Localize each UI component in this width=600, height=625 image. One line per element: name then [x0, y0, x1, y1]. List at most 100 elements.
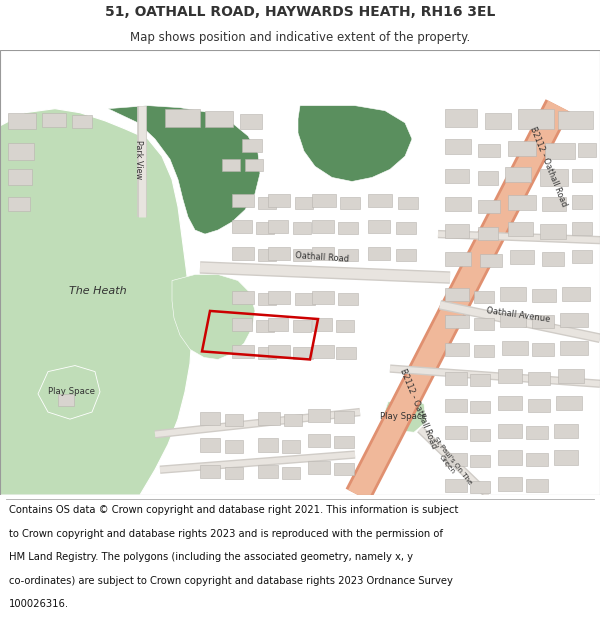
Bar	[445, 426, 467, 439]
Bar	[232, 346, 254, 359]
Bar	[445, 343, 469, 356]
Bar	[293, 222, 311, 234]
Text: Map shows position and indicative extent of the property.: Map shows position and indicative extent…	[130, 31, 470, 44]
Text: 100026316.: 100026316.	[9, 599, 69, 609]
Bar	[478, 144, 500, 158]
Text: Oathall Road: Oathall Road	[295, 251, 349, 264]
Bar	[295, 292, 315, 305]
Bar	[256, 320, 274, 332]
Bar	[474, 346, 494, 358]
Text: to Crown copyright and database rights 2023 and is reproduced with the permissio: to Crown copyright and database rights 2…	[9, 529, 443, 539]
Bar	[498, 369, 522, 382]
Bar	[445, 372, 467, 385]
Bar	[445, 399, 467, 412]
Bar	[498, 424, 522, 438]
Bar	[445, 169, 469, 184]
Polygon shape	[0, 109, 192, 495]
Bar	[258, 348, 276, 359]
Bar	[232, 220, 252, 233]
Bar	[225, 467, 243, 479]
Bar	[470, 481, 490, 493]
Bar	[368, 194, 392, 207]
Bar	[526, 479, 548, 492]
Bar	[334, 436, 354, 449]
Bar	[368, 220, 390, 233]
Bar	[268, 291, 290, 304]
Bar	[445, 197, 471, 211]
Bar	[485, 112, 511, 129]
Bar	[293, 249, 311, 261]
Bar	[578, 143, 596, 158]
Bar	[532, 289, 556, 302]
Bar	[58, 394, 74, 406]
Bar	[8, 169, 32, 184]
Bar	[558, 369, 584, 382]
Bar	[542, 253, 564, 266]
Bar	[312, 291, 334, 304]
Text: 51, OATHALL ROAD, HAYWARDS HEATH, RH16 3EL: 51, OATHALL ROAD, HAYWARDS HEATH, RH16 3…	[105, 6, 495, 19]
Polygon shape	[172, 274, 255, 359]
Bar	[500, 287, 526, 301]
Bar	[532, 315, 554, 328]
Polygon shape	[298, 106, 412, 181]
Bar	[338, 249, 358, 261]
Text: B2112 - Oathall Road: B2112 - Oathall Road	[398, 368, 438, 450]
Bar	[510, 250, 534, 264]
Bar	[256, 222, 274, 234]
Bar	[470, 429, 490, 441]
Bar	[560, 313, 588, 327]
Bar	[240, 114, 262, 129]
Bar	[498, 451, 522, 464]
Bar	[502, 341, 528, 356]
Text: HM Land Registry. The polygons (including the associated geometry, namely x, y: HM Land Registry. The polygons (includin…	[9, 552, 413, 562]
Bar	[480, 254, 502, 268]
Bar	[282, 467, 300, 479]
Bar	[572, 250, 592, 263]
Bar	[200, 412, 220, 425]
Bar	[308, 461, 330, 474]
Text: Play Space: Play Space	[380, 412, 427, 421]
Bar	[340, 197, 360, 209]
Bar	[528, 372, 550, 385]
Bar	[560, 341, 588, 356]
Bar	[540, 224, 566, 239]
Bar	[445, 315, 469, 328]
Bar	[312, 220, 334, 233]
Bar	[284, 414, 302, 426]
Bar	[258, 464, 278, 478]
Bar	[8, 197, 30, 211]
Bar	[470, 374, 490, 386]
Bar	[445, 109, 477, 127]
Bar	[398, 197, 418, 209]
Bar	[232, 248, 254, 261]
Bar	[478, 227, 498, 240]
Text: B2112 - Oathall Road: B2112 - Oathall Road	[528, 125, 568, 208]
Bar	[508, 194, 536, 210]
Bar	[245, 159, 263, 171]
Bar	[242, 139, 262, 152]
Bar	[42, 112, 66, 127]
Bar	[532, 343, 554, 356]
Bar	[72, 115, 92, 128]
Bar	[470, 454, 490, 467]
Bar	[556, 396, 582, 410]
Bar	[258, 249, 276, 261]
Text: Park View: Park View	[133, 139, 143, 179]
Bar	[334, 411, 354, 423]
Bar	[338, 292, 358, 305]
Bar	[562, 287, 590, 301]
Bar	[312, 346, 334, 359]
Bar	[396, 249, 416, 261]
Bar	[336, 320, 354, 332]
Bar	[474, 291, 494, 303]
Polygon shape	[382, 397, 426, 432]
Bar	[308, 409, 330, 422]
Bar	[232, 194, 254, 207]
Text: Play Space: Play Space	[49, 388, 95, 396]
Bar	[258, 412, 280, 425]
Bar	[205, 111, 233, 127]
Polygon shape	[108, 106, 260, 234]
Text: Oathall Avenue: Oathall Avenue	[485, 306, 551, 324]
Text: Contains OS data © Crown copyright and database right 2021. This information is : Contains OS data © Crown copyright and d…	[9, 506, 458, 516]
Bar	[396, 222, 416, 234]
